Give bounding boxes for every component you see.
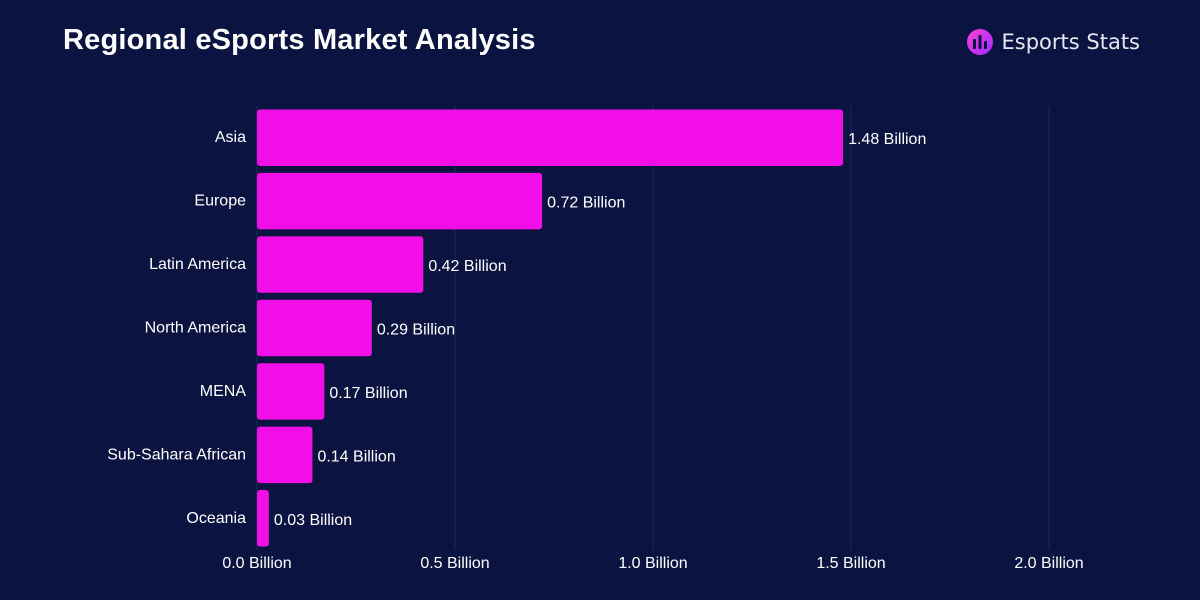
value-label: 0.29 Billion — [377, 322, 455, 339]
value-label: 1.48 Billion — [848, 131, 926, 148]
value-label: 0.14 Billion — [317, 448, 395, 465]
x-tick-label: 2.0 Billion — [1014, 555, 1083, 572]
bars — [257, 109, 844, 547]
bar — [257, 236, 424, 293]
brand-name: Esports Stats — [1001, 30, 1140, 54]
labels: 0.0 Billion 0.5 Billion 1.0 Billion 1.5 Bil… — [107, 129, 1083, 572]
category-label: Asia — [215, 129, 246, 146]
category-label: Sub-Sahara African — [107, 446, 246, 463]
category-label: Europe — [194, 193, 246, 210]
value-label: 0.72 Billion — [547, 195, 625, 212]
chart-title: Regional eSports Market Analysis — [63, 24, 536, 56]
esports-stats-logo-icon — [966, 29, 993, 55]
bar — [257, 490, 269, 547]
bar — [257, 363, 325, 420]
x-tick-label: 0.0 Billion — [222, 555, 291, 572]
value-label: 0.03 Billion — [274, 512, 352, 529]
bar — [257, 172, 543, 230]
category-label: Latin America — [149, 256, 246, 273]
category-label: Oceania — [186, 510, 246, 527]
x-tick-label: 1.5 Billion — [816, 555, 885, 572]
brand: Esports Stats — [966, 28, 1140, 56]
x-tick-label: 1.0 Billion — [618, 555, 687, 572]
value-label: 0.17 Billion — [329, 385, 407, 402]
bar — [257, 299, 372, 357]
bar — [257, 109, 844, 166]
value-label: 0.42 Billion — [428, 258, 506, 275]
bar — [257, 426, 313, 484]
category-label: MENA — [200, 383, 247, 400]
category-label: North America — [145, 320, 246, 337]
x-tick-label: 0.5 Billion — [420, 555, 489, 572]
grid-lines — [256, 106, 1050, 550]
